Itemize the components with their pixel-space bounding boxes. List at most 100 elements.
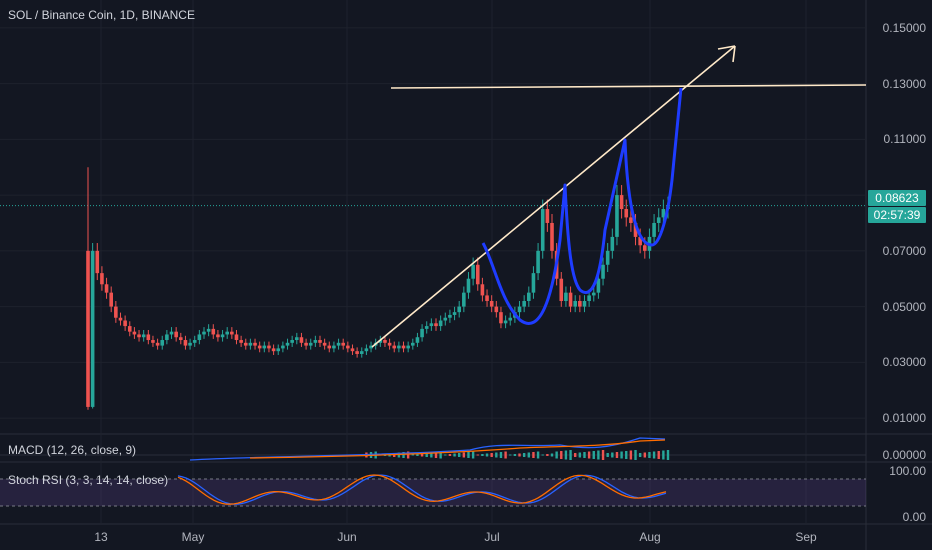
price-axis-label: 0.11000 — [883, 132, 927, 147]
macd-histogram-bar — [504, 451, 507, 459]
candle-body — [104, 284, 109, 293]
macd-histogram-bar — [546, 454, 549, 456]
candle-body — [401, 345, 406, 349]
candle-body — [369, 345, 373, 349]
macd-histogram-bar — [555, 451, 558, 459]
candle-body — [141, 334, 146, 338]
candle-body — [100, 273, 104, 285]
candle-body — [364, 348, 369, 352]
candle-body — [545, 209, 550, 223]
candle-body — [230, 331, 234, 335]
macd-pane — [0, 437, 866, 461]
candle-body — [336, 342, 341, 346]
candle-body — [466, 278, 471, 293]
stoch-title: Stoch RSI (3, 3, 14, 14, close) — [8, 473, 169, 487]
candle-body — [638, 236, 642, 246]
candle-body — [610, 236, 615, 251]
macd-histogram-bar — [648, 452, 651, 458]
candle-body — [322, 342, 327, 346]
macd-histogram-bar — [564, 450, 568, 460]
candle-body — [290, 340, 294, 343]
macd-histogram-bar — [611, 452, 614, 458]
macd-histogram-bar — [606, 453, 609, 457]
macd-histogram-bar — [471, 451, 475, 459]
candle-body — [313, 340, 318, 343]
candle-body — [308, 342, 313, 346]
price-axis-label: 0.15000 — [882, 20, 926, 35]
macd-axis-label: 0.00000 — [882, 448, 926, 462]
candle-body — [220, 334, 225, 338]
candle-body — [383, 340, 387, 343]
candle-body — [234, 334, 239, 341]
candle-body — [350, 348, 355, 352]
last-price-tag: 0.08623 — [868, 190, 926, 206]
candle-body — [86, 250, 90, 407]
candles-group — [86, 167, 670, 410]
macd-histogram-bar — [425, 453, 428, 457]
candle-body — [531, 273, 536, 293]
candle-body — [540, 209, 545, 251]
macd-histogram-bar — [527, 452, 530, 458]
candle-body — [656, 217, 661, 223]
macd-histogram-bar — [620, 451, 623, 459]
candle-body — [90, 250, 95, 407]
macd-histogram-bar — [481, 454, 484, 456]
countdown-tag: 02:57:39 — [868, 207, 926, 223]
candle-body — [424, 326, 429, 329]
macd-histogram-bar — [522, 453, 526, 457]
macd-histogram-bar — [462, 452, 466, 458]
candle-body — [499, 312, 503, 324]
macd-histogram-bar — [485, 453, 489, 457]
candle-body — [211, 328, 216, 335]
macd-histogram-bar — [662, 450, 665, 460]
stoch-d-line — [177, 474, 667, 505]
macd-histogram-bar — [448, 454, 452, 456]
candle-body — [248, 342, 253, 346]
macd-title: MACD (12, 26, close, 9) — [8, 443, 137, 457]
macd-histogram-bar — [420, 453, 424, 457]
candle-body — [601, 264, 605, 279]
candle-body — [197, 334, 202, 341]
candle-body — [582, 301, 587, 307]
macd-histogram-bar — [495, 452, 498, 458]
candle-body — [415, 337, 420, 343]
candle-body — [155, 342, 160, 346]
time-axis-label: Jun — [337, 530, 357, 544]
symbol-title: SOL / Binance Coin, 1D, BINANCE — [8, 8, 195, 22]
candle-body — [202, 331, 206, 335]
macd-histogram-bar — [434, 452, 438, 458]
candle-body — [434, 323, 438, 327]
macd-histogram-bar — [541, 454, 544, 456]
candle-body — [629, 217, 633, 223]
macd-histogram-bar — [625, 451, 628, 459]
candle-body — [559, 278, 564, 302]
candle-body — [271, 348, 276, 352]
candle-body — [536, 250, 540, 274]
time-axis-label: Aug — [639, 530, 661, 544]
candle-body — [304, 342, 308, 346]
candle-body — [429, 323, 434, 327]
candle-body — [132, 331, 137, 335]
macd-histogram-bar — [643, 452, 646, 458]
candle-body — [452, 312, 457, 315]
candle-body — [179, 337, 183, 341]
macd-histogram-bar — [430, 452, 433, 458]
candle-body — [276, 348, 281, 352]
candle-body — [438, 320, 443, 327]
stoch-pane — [0, 474, 866, 507]
candle-body — [471, 264, 475, 279]
macd-histogram-bar — [657, 451, 660, 459]
macd-histogram-bar — [411, 454, 414, 456]
candle-body — [420, 328, 424, 338]
candle-body — [462, 292, 466, 307]
candle-body — [346, 345, 350, 349]
candle-body — [183, 340, 188, 346]
candle-body — [332, 345, 336, 349]
macd-histogram-bar — [560, 451, 563, 459]
macd-histogram-bar — [532, 452, 535, 458]
candle-body — [109, 292, 113, 307]
candle-body — [573, 301, 577, 307]
price-axis-label: 0.01000 — [882, 411, 926, 426]
candle-body — [605, 250, 610, 265]
